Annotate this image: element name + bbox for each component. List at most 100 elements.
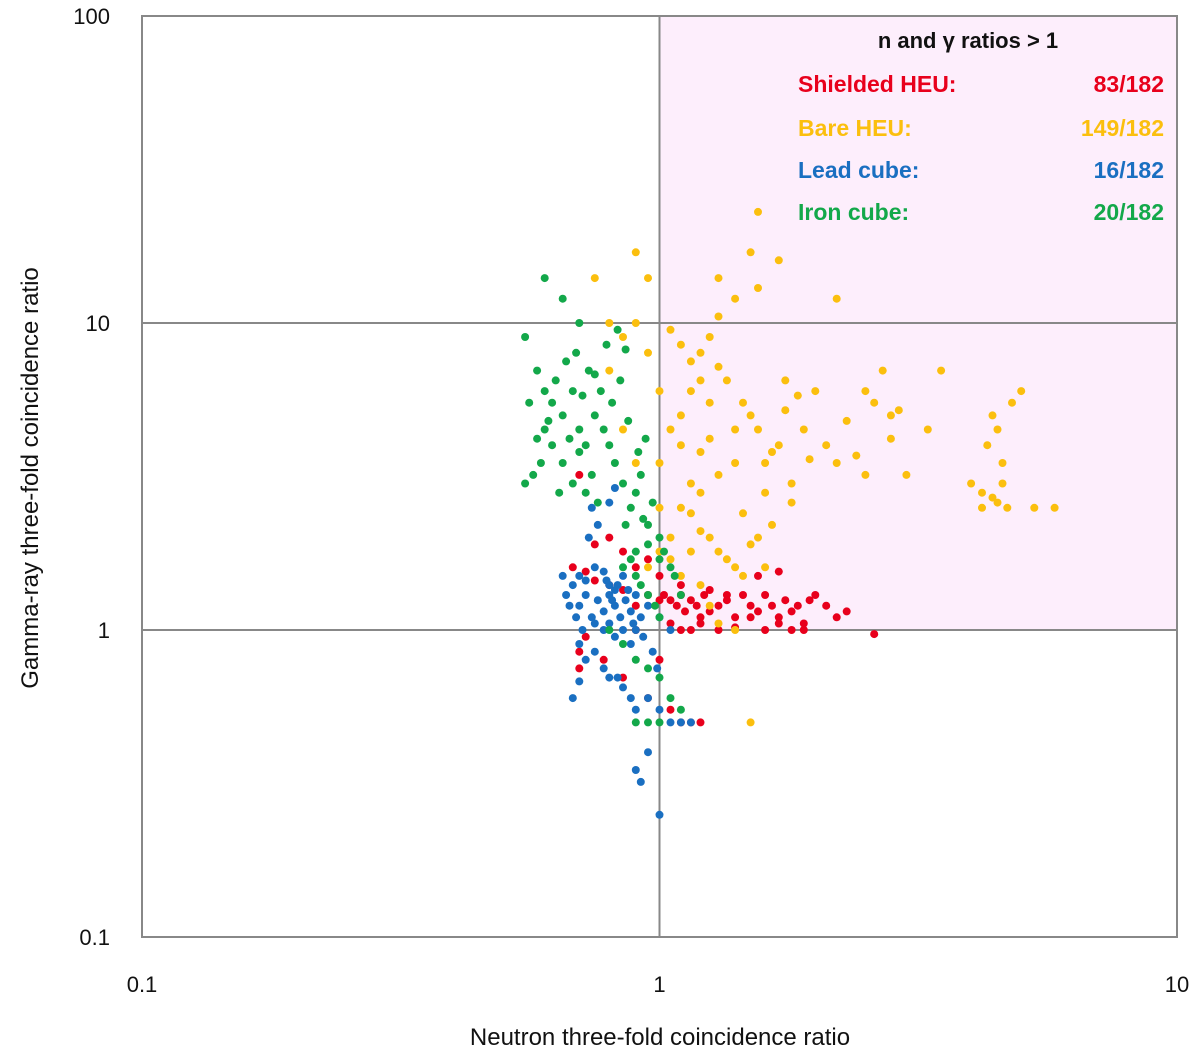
data-point-iron-cube	[565, 434, 574, 443]
data-point-bare-heu	[754, 284, 762, 292]
data-point-lead-cube	[572, 613, 581, 622]
data-point-bare-heu	[722, 555, 731, 564]
data-point-shielded-heu	[619, 547, 627, 556]
data-point-bare-heu	[774, 441, 783, 450]
data-point-shielded-heu	[768, 601, 776, 610]
data-point-iron-cube	[521, 479, 530, 488]
data-point-iron-cube	[613, 325, 622, 334]
data-point-shielded-heu	[722, 591, 731, 599]
data-point-bare-heu	[886, 434, 895, 443]
data-point-bare-heu	[619, 425, 627, 434]
data-point-bare-heu	[805, 455, 814, 464]
plot-frame	[141, 15, 1178, 938]
data-point-bare-heu	[676, 411, 685, 420]
legend-entry-bare-heu: Bare HEU: 149/182	[798, 115, 1164, 141]
data-point-iron-cube	[596, 387, 605, 396]
data-point-iron-cube	[584, 366, 593, 375]
legend: n and γ ratios > 1 Shielded HEU: 83/182 …	[798, 28, 1164, 225]
data-point-bare-heu	[993, 498, 1002, 507]
data-point-lead-cube	[578, 626, 587, 634]
legend-value-iron-cube: 20/182	[1094, 199, 1164, 225]
data-point-shielded-heu	[822, 601, 831, 610]
y-axis-label: Gamma-ray three-fold coincidence ratio	[17, 267, 44, 689]
data-point-iron-cube	[575, 319, 584, 327]
data-point-lead-cube	[686, 718, 695, 727]
data-point-iron-cube	[634, 448, 643, 456]
data-point-iron-cube	[540, 425, 549, 434]
data-point-iron-cube	[605, 626, 614, 634]
data-point-bare-heu	[644, 274, 652, 283]
data-point-bare-heu	[811, 387, 820, 396]
data-point-lead-cube	[602, 576, 611, 585]
data-point-iron-cube	[558, 459, 567, 467]
x-tick-label: 10	[1165, 972, 1189, 997]
y-tick-label: 100	[73, 4, 110, 29]
data-points	[521, 207, 1059, 819]
data-point-iron-cube	[644, 520, 652, 529]
data-point-shielded-heu	[761, 591, 770, 599]
data-point-iron-cube	[626, 503, 635, 512]
data-point-lead-cube	[676, 718, 685, 727]
data-point-bare-heu	[686, 547, 695, 556]
data-point-bare-heu	[739, 398, 747, 407]
data-point-bare-heu	[696, 376, 705, 385]
data-point-bare-heu	[998, 459, 1007, 467]
data-point-lead-cube	[605, 619, 614, 628]
legend-label-iron-cube: Iron cube:	[798, 199, 909, 225]
data-point-lead-cube	[575, 571, 584, 580]
legend-entry-iron-cube: Iron cube: 20/182	[798, 199, 1164, 225]
data-point-iron-cube	[558, 411, 567, 420]
legend-value-shielded-heu: 83/182	[1094, 71, 1164, 97]
data-point-iron-cube	[641, 434, 650, 443]
data-point-shielded-heu	[686, 626, 695, 634]
data-point-shielded-heu	[746, 601, 755, 610]
data-point-lead-cube	[619, 571, 627, 580]
data-point-bare-heu	[619, 333, 627, 341]
data-point-bare-heu	[793, 391, 802, 400]
data-point-bare-heu	[714, 362, 723, 371]
data-point-lead-cube	[587, 503, 596, 512]
data-point-bare-heu	[937, 366, 946, 375]
data-point-bare-heu	[731, 459, 740, 467]
data-point-iron-cube	[529, 470, 538, 479]
data-point-lead-cube	[631, 766, 640, 774]
data-point-iron-cube	[568, 479, 577, 488]
data-point-shielded-heu	[681, 607, 689, 616]
data-point-bare-heu	[686, 509, 695, 518]
data-point-lead-cube	[568, 581, 577, 590]
data-point-shielded-heu	[631, 601, 640, 610]
data-point-bare-heu	[696, 527, 705, 536]
data-point-iron-cube	[619, 479, 627, 488]
data-point-lead-cube	[631, 626, 640, 634]
data-point-lead-cube	[666, 718, 675, 727]
data-point-shielded-heu	[696, 619, 705, 628]
data-point-bare-heu	[754, 533, 762, 542]
data-point-lead-cube	[605, 498, 614, 507]
legend-value-lead-cube: 16/182	[1094, 157, 1164, 183]
data-point-bare-heu	[894, 406, 903, 415]
data-point-lead-cube	[613, 673, 622, 682]
data-point-lead-cube	[590, 563, 599, 572]
data-point-bare-heu	[878, 366, 887, 375]
data-point-iron-cube	[610, 459, 619, 467]
data-point-bare-heu	[983, 441, 992, 450]
data-point-iron-cube	[608, 398, 617, 407]
data-point-iron-cube	[621, 520, 630, 529]
data-point-lead-cube	[624, 586, 633, 594]
data-point-lead-cube	[599, 664, 608, 673]
y-tick-label: 0.1	[79, 925, 110, 950]
data-point-shielded-heu	[686, 596, 695, 605]
data-point-bare-heu	[631, 319, 640, 327]
legend-entry-shielded-heu: Shielded HEU: 83/182	[798, 71, 1164, 97]
data-point-iron-cube	[624, 416, 633, 425]
data-point-bare-heu	[631, 248, 640, 257]
data-point-iron-cube	[587, 470, 596, 479]
data-point-shielded-heu	[761, 626, 770, 634]
y-axis-ticks: 0.1 1 10 100	[73, 4, 110, 950]
data-point-bare-heu	[696, 348, 705, 357]
data-point-iron-cube	[555, 488, 564, 497]
data-point-shielded-heu	[590, 576, 599, 585]
data-point-bare-heu	[923, 425, 932, 434]
data-point-bare-heu	[705, 601, 714, 610]
